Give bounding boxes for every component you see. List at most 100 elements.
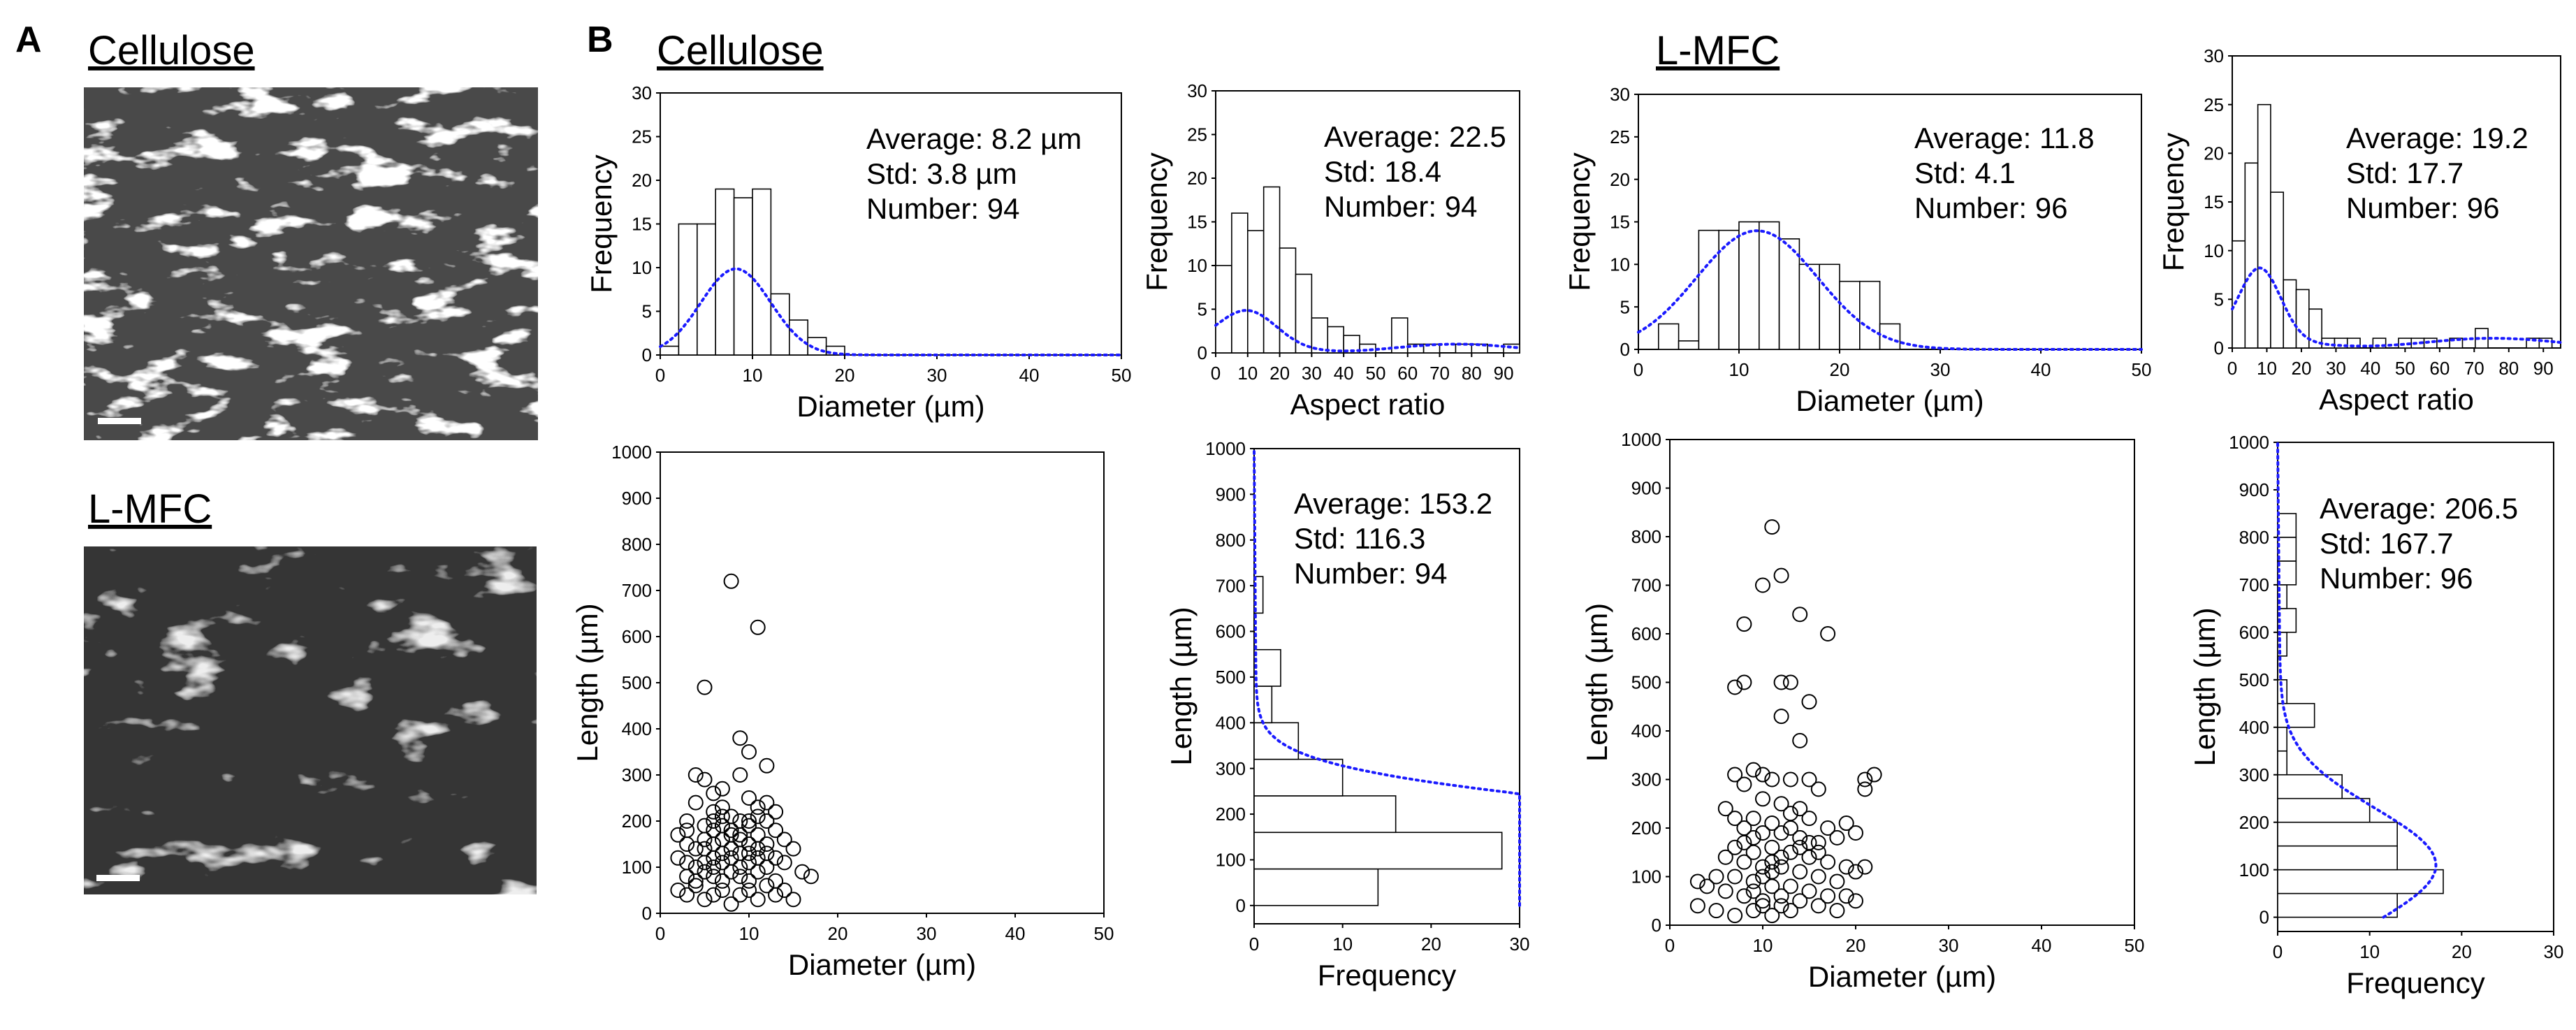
stats-annotation: Average: 22.5 — [1324, 120, 1506, 153]
y-tick-label: 200 — [622, 811, 652, 832]
histogram-bar — [1215, 265, 1232, 354]
x-tick-label: 60 — [2429, 358, 2450, 379]
scatter-point — [1866, 767, 1882, 783]
scatter-point — [687, 795, 704, 811]
scatter-point — [1773, 709, 1789, 725]
x-tick-label: 10 — [1332, 934, 1353, 955]
scatter-point — [759, 757, 775, 774]
scatter-point — [1848, 864, 1863, 880]
y-axis-label: Frequency — [585, 154, 618, 293]
y-tick-label: 1000 — [2229, 432, 2269, 453]
y-tick-label: 300 — [1216, 758, 1246, 779]
scatter-point — [1792, 864, 1808, 880]
histogram-bar — [660, 345, 680, 356]
histogram-bar — [2308, 308, 2322, 349]
scatter-point — [706, 887, 722, 903]
stats-annotation: Std: 167.7 — [2320, 527, 2453, 560]
scatter-point — [1810, 844, 1826, 860]
scatter-point — [1857, 859, 1873, 875]
scatter-point — [1755, 825, 1770, 841]
scatter-point — [732, 767, 748, 783]
scatter-point — [1745, 829, 1761, 846]
x-tick-label: 50 — [1094, 923, 1114, 944]
histogram-bar — [1658, 323, 1680, 350]
y-tick-label: 0 — [2214, 338, 2224, 358]
header-cellulose: Cellulose — [657, 28, 824, 73]
scatter-point — [1708, 869, 1724, 885]
y-tick-label: 300 — [2239, 764, 2269, 785]
stats-annotation: Average: 19.2 — [2346, 122, 2528, 154]
scatter-point — [706, 869, 722, 885]
x-tick-label: 50 — [1112, 365, 1132, 386]
scatter-point — [723, 827, 739, 843]
fit-curve — [1214, 309, 1521, 353]
scatter-point — [723, 573, 739, 589]
stats-annotation: Average: 11.8 — [1914, 122, 2095, 154]
histogram-bar — [1759, 221, 1780, 350]
y-axis-label: Length (µm) — [1165, 607, 1198, 765]
x-tick-label: 20 — [1421, 934, 1441, 955]
x-tick-label: 40 — [1005, 923, 1026, 944]
scatter-point — [1755, 859, 1770, 875]
scatter-point — [750, 864, 766, 880]
x-tick-label: 40 — [1334, 363, 1354, 384]
y-tick-label: 0 — [642, 903, 652, 924]
y-tick-label: 700 — [2239, 574, 2269, 595]
x-tick-label: 30 — [917, 923, 937, 944]
y-axis-label: Length (µm) — [2188, 607, 2221, 766]
scatter-point — [1727, 908, 1743, 924]
scatter-point — [1857, 771, 1873, 788]
histogram-bar — [1778, 238, 1800, 350]
y-tick-label: 600 — [1216, 621, 1246, 642]
scatter-point — [1801, 694, 1817, 710]
scatter-point — [732, 869, 748, 885]
scatter-point — [776, 855, 792, 871]
y-tick-label: 500 — [1216, 667, 1246, 688]
y-tick-label: 400 — [1216, 712, 1246, 733]
x-tick-label: 50 — [2395, 358, 2415, 379]
x-tick-label: 50 — [1365, 363, 1385, 384]
scatter-point — [1848, 893, 1863, 909]
histogram-bar — [1253, 648, 1281, 687]
chart-cel-length: 0 10 20 3001002003004005006007008009001000F… — [1165, 438, 1529, 992]
scatter-point — [1801, 811, 1817, 827]
y-tick-label: 400 — [622, 718, 652, 739]
scatter-point — [1727, 839, 1743, 855]
y-axis-label: Frequency — [1563, 152, 1596, 291]
histogram-bar — [2277, 726, 2287, 752]
scatter-point — [697, 818, 713, 834]
histogram-bar — [1231, 212, 1249, 354]
histogram-bar — [1839, 280, 1861, 350]
scatter-point — [697, 855, 713, 871]
x-tick-label: 20 — [835, 365, 855, 386]
x-tick-label: 20 — [1830, 359, 1850, 380]
x-tick-label: 30 — [1302, 363, 1322, 384]
y-tick-label: 15 — [2204, 191, 2224, 212]
x-tick-label: 80 — [2498, 358, 2519, 379]
x-tick-label: 0 — [1249, 934, 1259, 955]
stats-annotation: Average: 8.2 µm — [866, 122, 1082, 155]
scatter-point — [759, 846, 775, 862]
stats-annotation: Number: 96 — [2320, 562, 2473, 595]
scatter-point — [732, 887, 748, 903]
scatter-point — [1782, 771, 1798, 788]
x-tick-label: 0 — [655, 365, 665, 386]
stats-annotation: Std: 18.4 — [1324, 155, 1441, 188]
scatter-point — [1820, 626, 1836, 641]
histogram-bar — [1327, 326, 1344, 354]
scatter-point — [1745, 903, 1761, 919]
y-tick-label: 600 — [1631, 623, 1661, 644]
scatter-point — [1782, 674, 1798, 690]
y-tick-label: 900 — [1216, 484, 1246, 505]
stats-annotation: Std: 17.7 — [2346, 157, 2464, 189]
stats-annotation: Std: 3.8 µm — [866, 157, 1017, 190]
scatter-point — [1838, 888, 1854, 904]
x-tick-label: 10 — [1729, 359, 1749, 380]
x-tick-label: 20 — [2452, 941, 2472, 962]
scatter-point — [1764, 519, 1780, 535]
x-axis-label: Aspect ratio — [2319, 383, 2474, 416]
y-axis-label: Length (µm) — [571, 603, 604, 762]
header-lmfc: L-MFC — [1656, 28, 1780, 73]
scatter-point — [706, 850, 722, 866]
